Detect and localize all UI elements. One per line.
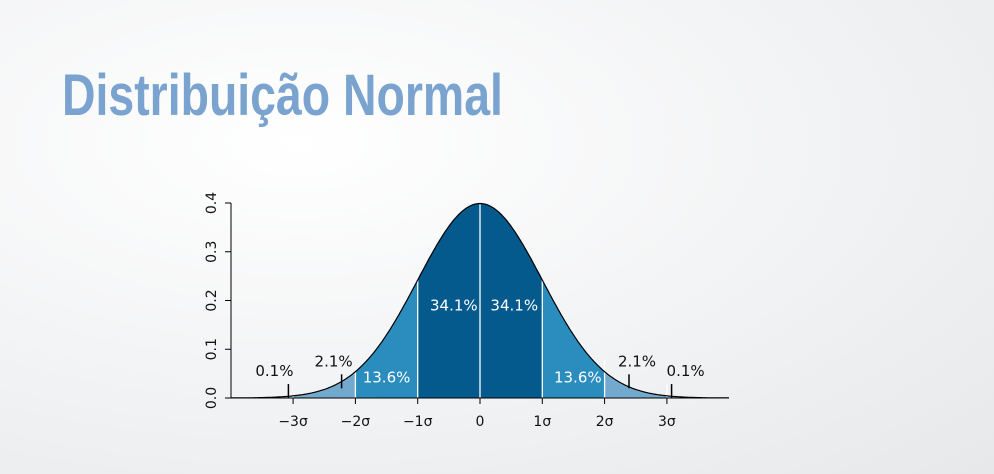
y-tick-label: 0.2 bbox=[204, 289, 220, 311]
percent-label: 34.1% bbox=[430, 296, 478, 314]
slide-title: Distribuição Normal bbox=[62, 63, 503, 128]
x-tick-label: 2σ bbox=[596, 414, 614, 430]
band-6 bbox=[604, 371, 667, 398]
y-tick-label: 0.0 bbox=[204, 387, 220, 409]
y-tick-label: 0.3 bbox=[204, 241, 220, 263]
percent-label: 2.1% bbox=[618, 352, 656, 370]
axes: −3σ −2σ −1σ 0 1σ 2σ 3σ 0.0 0.1 0.2 0.3 0.4 bbox=[204, 192, 729, 430]
percent-labels: 0.1% 2.1% 13.6% 34.1% 34.1% 13.6% 2.1% 0.1% bbox=[255, 296, 705, 399]
y-tick-label: 0.4 bbox=[204, 192, 220, 214]
x-tick-label: −1σ bbox=[403, 414, 433, 430]
x-tick-label: 0 bbox=[476, 414, 485, 430]
density-curve bbox=[231, 202, 729, 399]
percent-label: 2.1% bbox=[315, 352, 353, 370]
y-tick-label: 0.1 bbox=[204, 338, 220, 360]
x-tick-label: −3σ bbox=[278, 414, 308, 430]
percent-label: 13.6% bbox=[554, 368, 602, 386]
x-tick-label: 3σ bbox=[658, 414, 676, 430]
percent-label: 34.1% bbox=[490, 296, 538, 314]
x-tick-label: −2σ bbox=[341, 414, 371, 430]
percent-label: 0.1% bbox=[255, 362, 293, 380]
percent-label: 0.1% bbox=[667, 362, 705, 380]
band-1 bbox=[293, 371, 356, 398]
x-tick-label: 1σ bbox=[533, 414, 551, 430]
percent-label: 13.6% bbox=[363, 368, 411, 386]
